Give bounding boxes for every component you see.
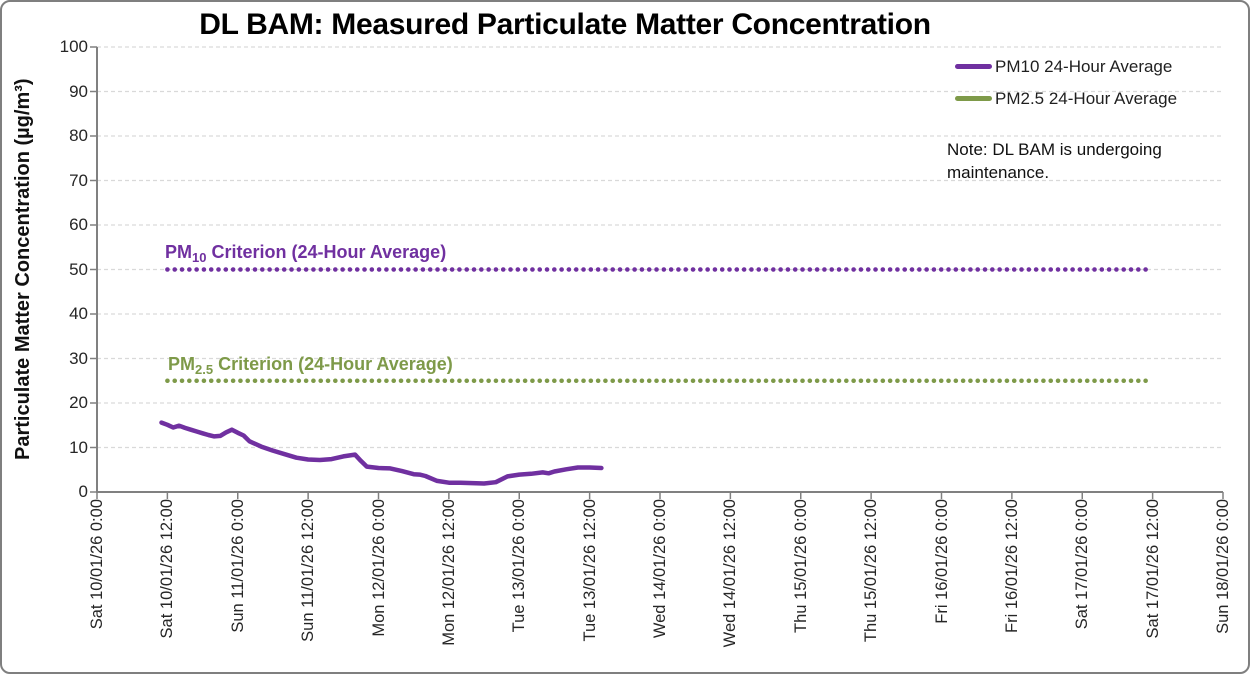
x-tick-label: Fri 16/01/26 12:00: [1002, 499, 1021, 633]
legend-line-swatch: [955, 96, 992, 101]
y-tick-label: 100: [59, 37, 88, 56]
pm10-criterion-subscript: 10: [192, 250, 207, 265]
legend-line-swatch: [955, 64, 992, 69]
chart-title: DL BAM: Measured Particulate Matter Conc…: [199, 8, 931, 41]
legend-item: PM2.5 24-Hour Average: [955, 88, 1177, 109]
y-tick-label: 80: [69, 126, 88, 145]
x-tick-label: Mon 12/01/26 0:00: [369, 499, 388, 637]
x-tick-label: Sun 11/01/26 0:00: [228, 499, 247, 633]
x-tick-label: Sat 17/01/26 12:00: [1143, 499, 1162, 639]
y-tick-label: 20: [69, 393, 88, 412]
x-tick-label: Thu 15/01/26 0:00: [791, 499, 810, 633]
x-tick-label: Sun 18/01/26 0:00: [1214, 499, 1232, 634]
pm25-criterion-text: Criterion (24-Hour Average): [213, 354, 453, 374]
pm25-criterion-prefix: PM: [168, 354, 195, 374]
maintenance-note-line1: Note: DL BAM is undergoing: [947, 140, 1162, 159]
maintenance-note-line2: maintenance.: [947, 163, 1050, 182]
y-tick-label: 10: [69, 437, 88, 457]
pm10-criterion-prefix: PM: [165, 242, 192, 262]
y-tick-label: 0: [78, 482, 88, 501]
x-tick-label: Tue 13/01/26 12:00: [580, 499, 599, 642]
x-tick-label: Sat 10/01/26 0:00: [88, 499, 106, 630]
x-tick-label: Wed 14/01/26 0:00: [651, 499, 669, 639]
legend-item: PM10 24-Hour Average: [955, 56, 1177, 77]
y-tick-label: 70: [69, 170, 88, 190]
x-tick-label: Sat 10/01/26 12:00: [158, 499, 177, 639]
y-tick-label: 60: [69, 215, 88, 234]
pm25-criterion-subscript: 2.5: [195, 362, 214, 377]
pm10-criterion-text: Criterion (24-Hour Average): [206, 242, 447, 262]
pm25-criterion-label: PM2.5 Criterion (24-Hour Average): [168, 354, 453, 377]
x-tick-label: Mon 12/01/26 12:00: [439, 499, 458, 646]
x-tick-label: Tue 13/01/26 0:00: [510, 499, 529, 633]
x-tick-label: Thu 15/01/26 12:00: [862, 499, 881, 643]
x-tick-label: Sun 11/01/26 12:00: [299, 499, 318, 642]
x-tick-label: Wed 14/01/26 12:00: [721, 499, 740, 648]
pm10-series-line: [159, 420, 604, 486]
maintenance-note: Note: DL BAM is undergoing maintenance.: [947, 138, 1162, 184]
legend-label: PM2.5 24-Hour Average: [995, 88, 1178, 108]
pm10-criterion-label: PM10 Criterion (24-Hour Average): [165, 242, 446, 265]
y-tick-label: 90: [69, 81, 88, 101]
legend: PM10 24-Hour Average PM2.5 24-Hour Averag…: [955, 56, 1177, 120]
x-tick-label: Sat 17/01/26 0:00: [1073, 499, 1092, 630]
y-tick-label: 40: [69, 304, 88, 323]
x-tick-label: Fri 16/01/26 0:00: [932, 499, 951, 624]
y-tick-label: 30: [69, 348, 88, 368]
y-tick-label: 50: [69, 259, 88, 279]
legend-label: PM10 24-Hour Average: [995, 56, 1173, 76]
